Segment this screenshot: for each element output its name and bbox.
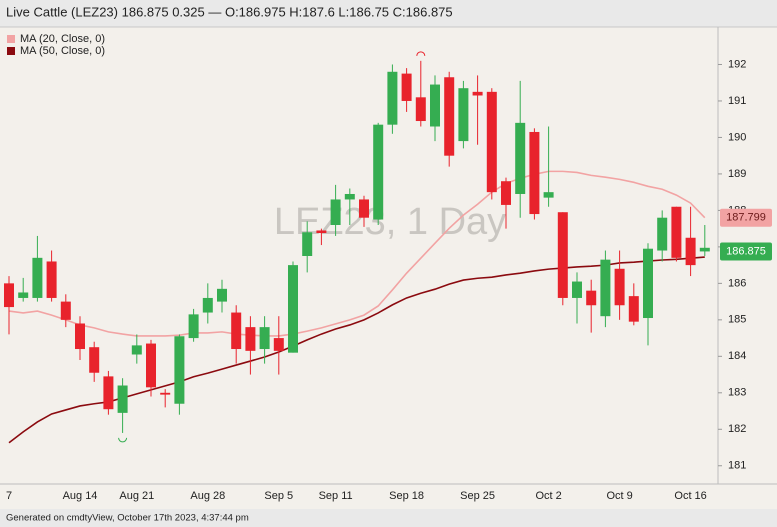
candle-body xyxy=(131,345,142,355)
candle-body xyxy=(146,343,156,388)
candle-body xyxy=(685,237,696,266)
candle-body xyxy=(628,296,639,322)
candle-body xyxy=(501,181,511,205)
candle-body xyxy=(529,131,540,215)
y-tick-label: 186 xyxy=(728,277,746,289)
plot-area xyxy=(4,51,710,444)
legend-swatch xyxy=(7,35,15,43)
candle-body xyxy=(259,327,270,350)
legend-label: MA (20, Close, 0) xyxy=(20,33,105,45)
candle-body xyxy=(288,265,298,353)
x-tick-label: Sep 11 xyxy=(319,490,353,502)
y-tick-label: 182 xyxy=(728,423,746,435)
price-tag-label: 186.875 xyxy=(726,245,766,257)
candle-body xyxy=(671,206,682,258)
candle-body xyxy=(543,192,554,198)
high-marker xyxy=(416,51,426,56)
price-tag xyxy=(720,242,772,261)
candle-body xyxy=(458,88,469,142)
candle-body xyxy=(330,199,341,225)
watermark: LEZ23, 1 Day xyxy=(274,201,506,243)
candle-body xyxy=(699,247,710,252)
candle-body xyxy=(430,84,440,127)
footer-bar xyxy=(0,509,777,527)
candle-body xyxy=(387,71,398,125)
candle-body xyxy=(373,124,384,220)
candle-body xyxy=(586,290,597,306)
candle-body xyxy=(174,336,185,404)
candle-body xyxy=(572,281,582,298)
candle-body xyxy=(557,212,568,298)
x-tick-label: Oct 9 xyxy=(606,490,632,502)
candle-body xyxy=(46,261,57,298)
candle-body xyxy=(60,301,71,320)
candle-body xyxy=(643,248,653,319)
chart-title: Live Cattle (LEZ23) 186.875 0.325 — O:18… xyxy=(6,4,453,19)
candle-body xyxy=(217,288,227,302)
low-marker xyxy=(118,437,128,443)
x-tick-label: Sep 5 xyxy=(264,490,293,502)
candle-body xyxy=(302,232,313,256)
candle-body xyxy=(359,199,369,218)
candle-body xyxy=(486,91,497,193)
x-tick-label: Aug 14 xyxy=(63,490,98,502)
candle-body xyxy=(415,97,426,122)
candle-body xyxy=(18,292,29,298)
y-tick-label: 184 xyxy=(728,350,746,362)
x-tick-label: Sep 25 xyxy=(460,490,495,502)
price-tag xyxy=(720,208,772,227)
x-tick-label: Oct 2 xyxy=(535,490,561,502)
candle-body xyxy=(600,259,611,317)
candle-body xyxy=(245,327,256,351)
y-tick-label: 183 xyxy=(728,387,746,399)
x-tick-label: Oct 16 xyxy=(674,490,706,502)
candle-body xyxy=(273,338,284,351)
y-tick-label: 192 xyxy=(728,58,746,70)
candle-body xyxy=(89,347,100,373)
candle-body xyxy=(202,297,213,313)
candle-body xyxy=(188,314,199,339)
candle-body xyxy=(75,323,85,350)
candle-body xyxy=(444,77,455,156)
y-tick-label: 181 xyxy=(728,460,746,472)
y-tick-label: 189 xyxy=(728,168,746,180)
x-tick-label: Aug 28 xyxy=(190,490,225,502)
candle-body xyxy=(472,91,483,96)
legend-label: MA (50, Close, 0) xyxy=(20,45,105,57)
candle-body xyxy=(344,193,355,200)
candle-body xyxy=(117,385,128,413)
candle-body xyxy=(316,230,327,234)
x-tick-label: 7 xyxy=(6,490,12,502)
x-tick-label: Aug 21 xyxy=(119,490,154,502)
y-tick-label: 185 xyxy=(728,314,746,326)
candle-body xyxy=(32,257,43,298)
moving-average-line xyxy=(8,170,706,337)
footer: Generated on cmdtyView, October 17th 202… xyxy=(6,513,249,524)
candle-body xyxy=(160,392,171,395)
y-tick-label: 190 xyxy=(728,131,746,143)
price-tag-label: 187.799 xyxy=(726,212,766,224)
candle-body xyxy=(657,217,668,251)
candle-body xyxy=(4,283,14,308)
candle-body xyxy=(614,268,625,306)
candle-body xyxy=(401,73,412,101)
candle-body xyxy=(103,376,114,410)
candle-body xyxy=(231,312,242,350)
y-tick-label: 191 xyxy=(728,95,746,107)
candle-body xyxy=(515,122,526,194)
legend-swatch xyxy=(7,47,15,55)
header-bar xyxy=(0,0,777,27)
x-tick-label: Sep 18 xyxy=(389,490,424,502)
